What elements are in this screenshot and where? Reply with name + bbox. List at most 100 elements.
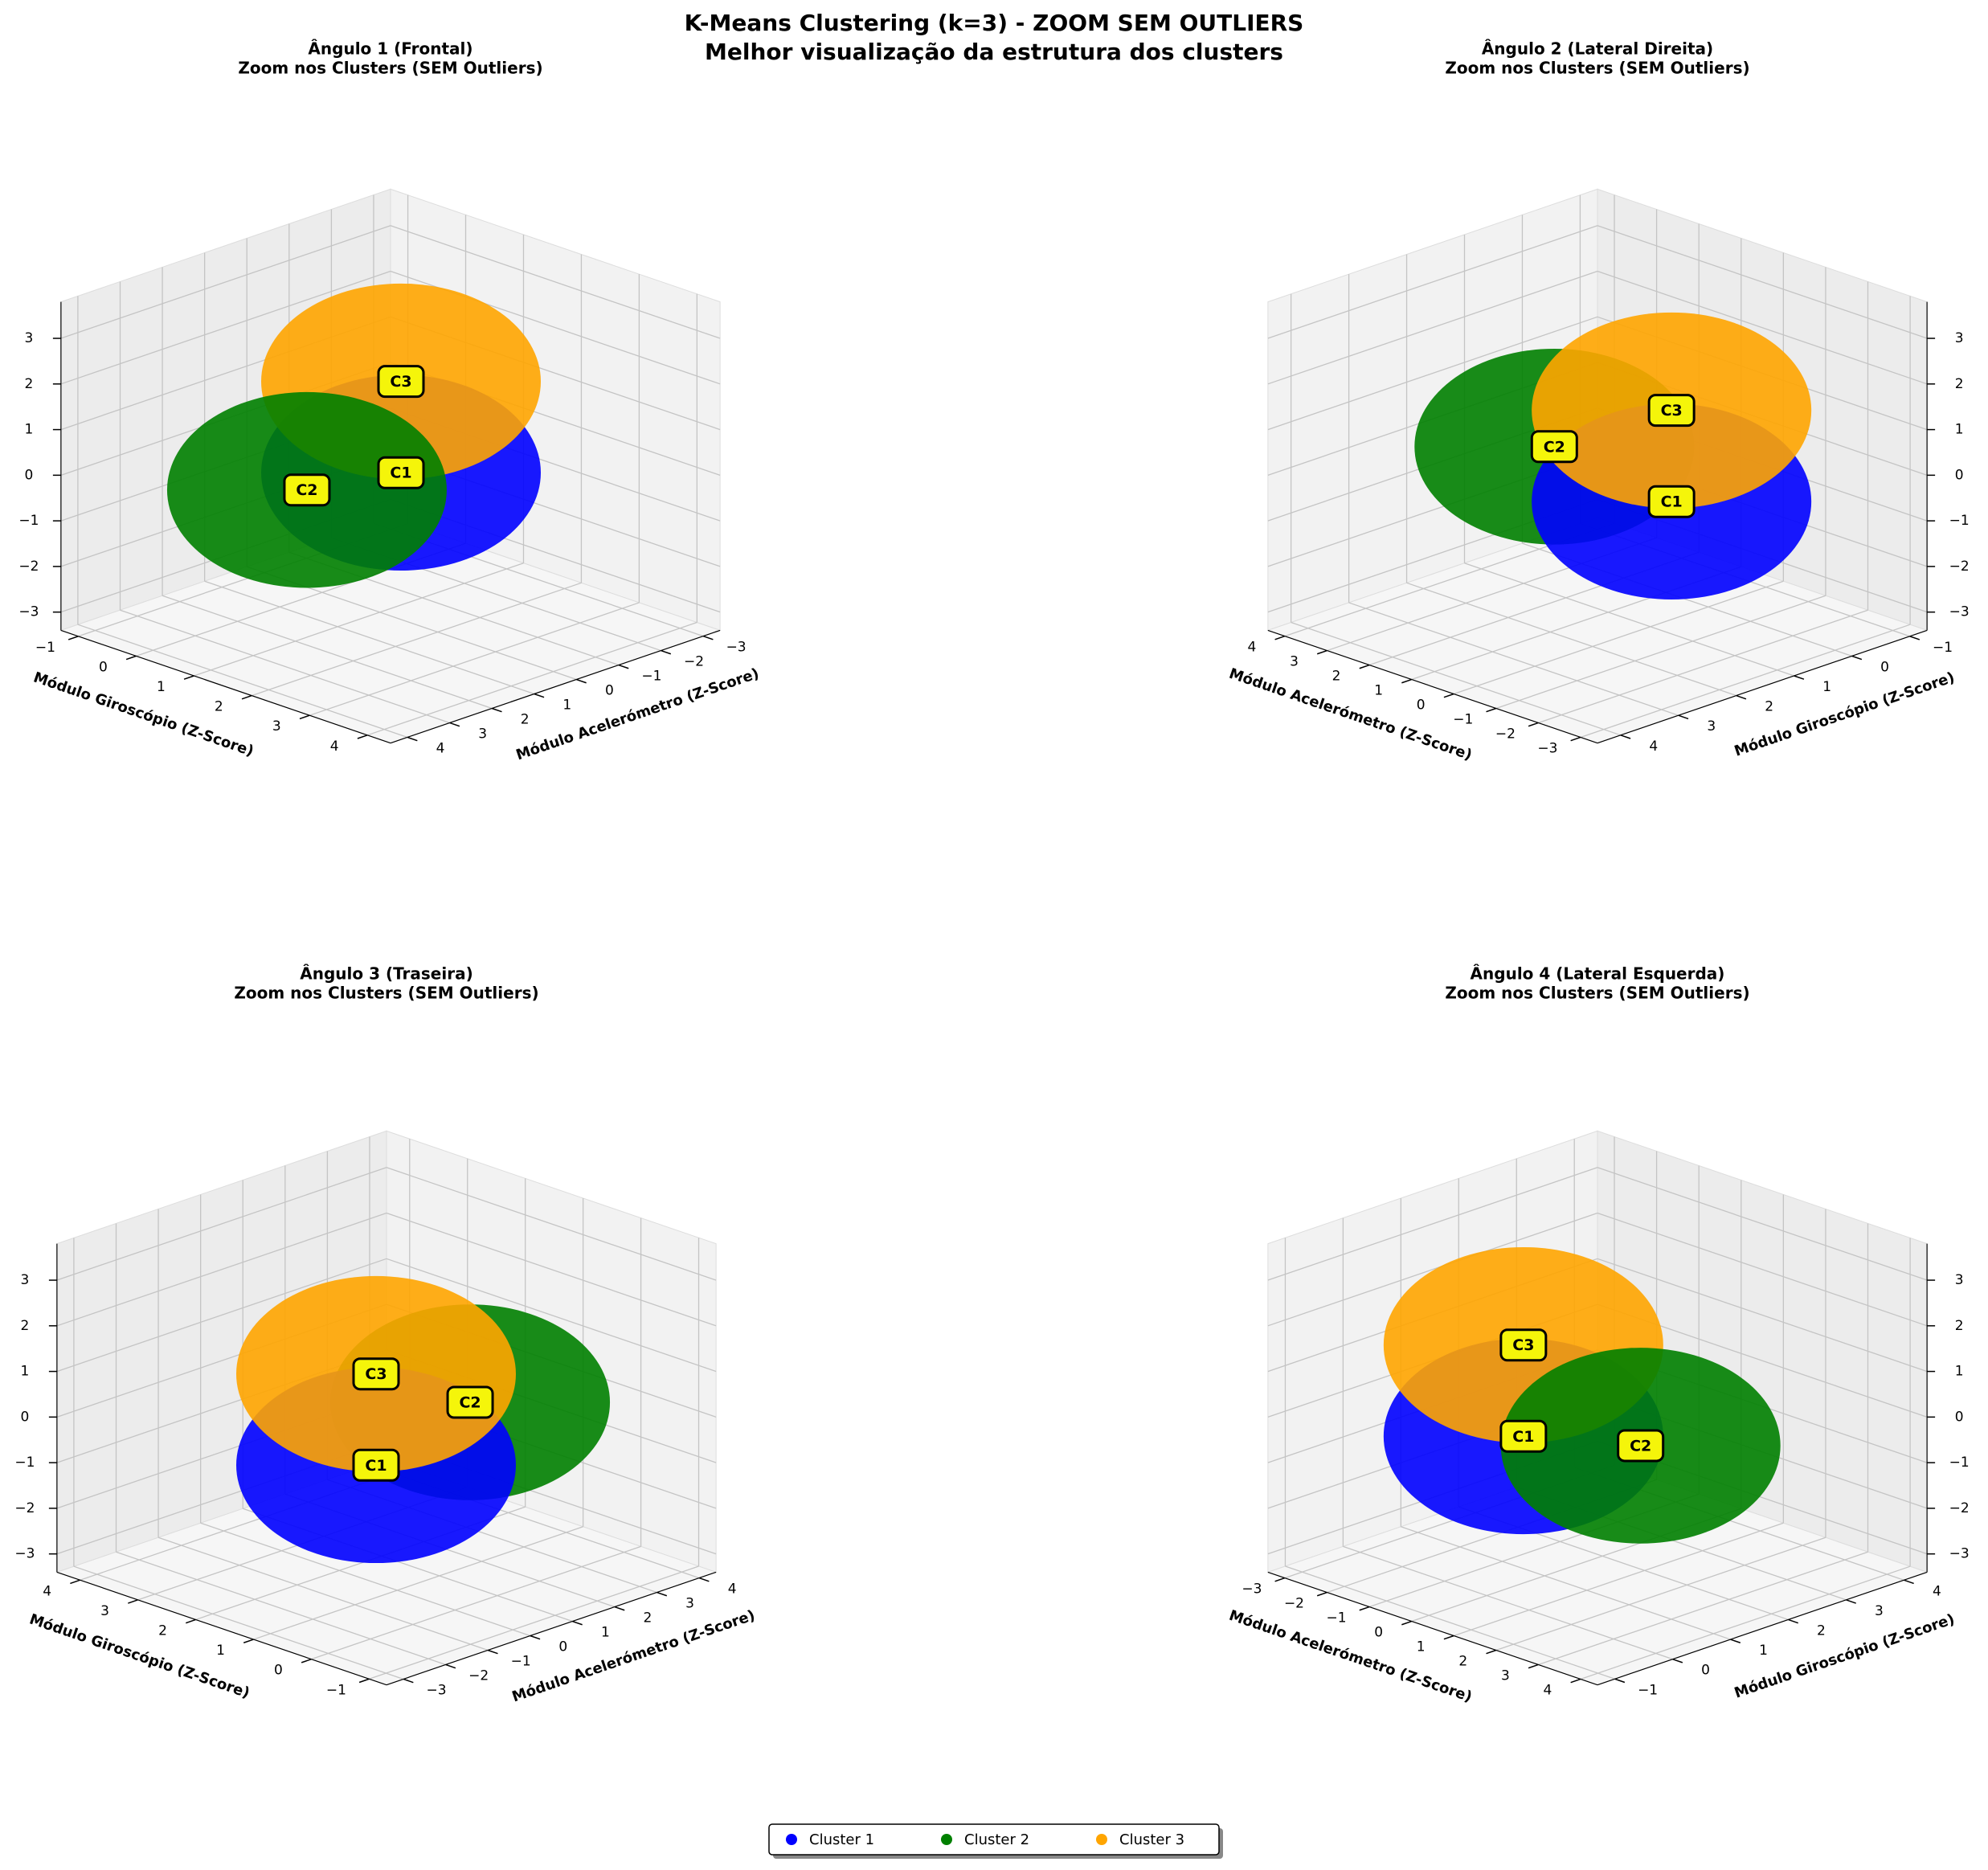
- y-tick-label: 3: [272, 718, 281, 734]
- y-tick-label: 4: [330, 739, 339, 755]
- y-tick-label: −1: [35, 640, 55, 656]
- tick-mark: [1620, 734, 1631, 739]
- z-tick-label: 0: [1955, 467, 1964, 483]
- centroid-label: C2: [296, 481, 317, 499]
- subplot: Ângulo 4 (Lateral Esquerda)Zoom nos Clus…: [1227, 964, 1970, 1706]
- centroid-label-box: [377, 365, 425, 399]
- grid-line: [116, 1551, 446, 1666]
- grid-line: [390, 225, 721, 339]
- y-tick-label: 4: [1649, 739, 1658, 755]
- z-tick-label: 3: [1955, 1272, 1964, 1288]
- y-tick-label: 2: [215, 699, 223, 715]
- tick-mark: [301, 1658, 312, 1663]
- y-tick-label: 3: [1875, 1603, 1884, 1619]
- grid-line: [120, 609, 450, 724]
- y-tick-label: 1: [1822, 679, 1831, 695]
- x-tick-label: 1: [1374, 683, 1383, 699]
- tick-mark: [1401, 678, 1412, 684]
- tick-mark: [449, 722, 460, 727]
- y-tick-label: 4: [43, 1583, 51, 1599]
- y-tick-label: 0: [1880, 659, 1889, 675]
- centroid-label-box: [1617, 1429, 1665, 1463]
- x-tick-label: 2: [521, 712, 530, 728]
- x-tick-label: 3: [478, 726, 487, 743]
- y-tick-label: −1: [326, 1682, 346, 1698]
- z-tick-label: 3: [1955, 330, 1964, 346]
- centroid-label: C2: [459, 1393, 481, 1411]
- grid-line: [1406, 582, 1736, 697]
- figure-title: K-Means Clustering (k=3) - ZOOM SEM OUTL…: [685, 10, 1304, 36]
- tick-mark: [125, 655, 137, 661]
- grid-line: [1495, 595, 1826, 710]
- y-tick-label: 2: [1765, 699, 1773, 715]
- grid-line: [1401, 1526, 1731, 1640]
- centroid-label-box: [352, 1357, 400, 1391]
- tick-mark: [1274, 635, 1286, 640]
- grid-line: [1291, 621, 1621, 736]
- z-tick-label: −1: [18, 513, 39, 529]
- subplot: Ângulo 2 (Lateral Direita)Zoom nos Clust…: [1227, 39, 1970, 764]
- centroid-label: C2: [1630, 1437, 1651, 1455]
- x-tick-label: 2: [644, 1610, 652, 1627]
- grid-line: [1267, 316, 1598, 431]
- tick-mark: [407, 736, 418, 742]
- grid-line: [1580, 624, 1911, 739]
- grid-line: [369, 1565, 699, 1680]
- grid-line: [56, 1258, 387, 1373]
- x-tick-label: −1: [1453, 712, 1473, 728]
- axis-line: [1267, 1571, 1598, 1686]
- x-tick-label: 2: [1332, 669, 1341, 685]
- z-tick-label: 1: [24, 422, 33, 438]
- z-tick-label: 1: [20, 1364, 29, 1380]
- z-tick-label: −1: [14, 1455, 35, 1471]
- y-tick-label: 3: [100, 1603, 109, 1619]
- tick-mark: [403, 1678, 414, 1684]
- axis-line: [1597, 1571, 1928, 1686]
- axis-line: [1267, 629, 1598, 744]
- z-tick-label: 0: [20, 1409, 29, 1425]
- centroid-label: C3: [1661, 402, 1683, 419]
- tick-mark: [1730, 1639, 1741, 1643]
- legend-label: Cluster 2: [964, 1831, 1029, 1848]
- centroid-label-box: [1647, 485, 1696, 518]
- legend-marker: [1096, 1834, 1107, 1845]
- grid-line: [204, 580, 534, 695]
- grid-line: [1267, 1212, 1598, 1327]
- tick-mark: [183, 675, 194, 680]
- x-tick-label: 0: [1417, 698, 1426, 714]
- subplot: Ângulo 3 (Traseira)Zoom nos Clusters (SE…: [14, 964, 757, 1706]
- y-tick-label: 3: [1707, 718, 1716, 734]
- grid-line: [157, 1537, 489, 1651]
- x-tick-label: 3: [1501, 1668, 1510, 1684]
- grid-line: [162, 595, 493, 710]
- x-tick-label: 0: [558, 1639, 567, 1655]
- grid-line: [56, 1167, 387, 1281]
- centroid-label: C1: [390, 464, 411, 482]
- tick-mark: [1486, 707, 1497, 713]
- centroid-label-box: [446, 1385, 494, 1419]
- tick-mark: [70, 1579, 80, 1585]
- tick-mark: [128, 1599, 138, 1604]
- z-tick-label: 2: [24, 376, 33, 392]
- tick-mark: [1736, 694, 1747, 700]
- tick-mark: [1401, 1620, 1412, 1626]
- centroid-label-box: [1499, 1419, 1548, 1453]
- grid-line: [194, 563, 524, 677]
- grid-line: [386, 1258, 717, 1373]
- grid-line: [1597, 1212, 1928, 1327]
- tick-mark: [1846, 1599, 1856, 1604]
- y-tick-label: 4: [1933, 1583, 1941, 1599]
- grid-line: [1454, 1522, 1784, 1637]
- tick-mark: [530, 1635, 541, 1640]
- z-tick-label: −1: [1949, 1455, 1970, 1471]
- subplot-title: Ângulo 1 (Frontal): [308, 39, 472, 59]
- x-tick-label: 4: [1544, 1682, 1552, 1698]
- y-tick-label: 2: [1817, 1622, 1826, 1639]
- z-tick-label: 2: [20, 1318, 29, 1334]
- tick-mark: [1316, 649, 1327, 655]
- centroid-label-box: [1530, 430, 1578, 464]
- subplot-title: Ângulo 4 (Lateral Esquerda): [1471, 964, 1725, 984]
- legend: [768, 1823, 1220, 1856]
- tick-mark: [358, 1678, 370, 1684]
- centroid-label: C1: [365, 1457, 387, 1475]
